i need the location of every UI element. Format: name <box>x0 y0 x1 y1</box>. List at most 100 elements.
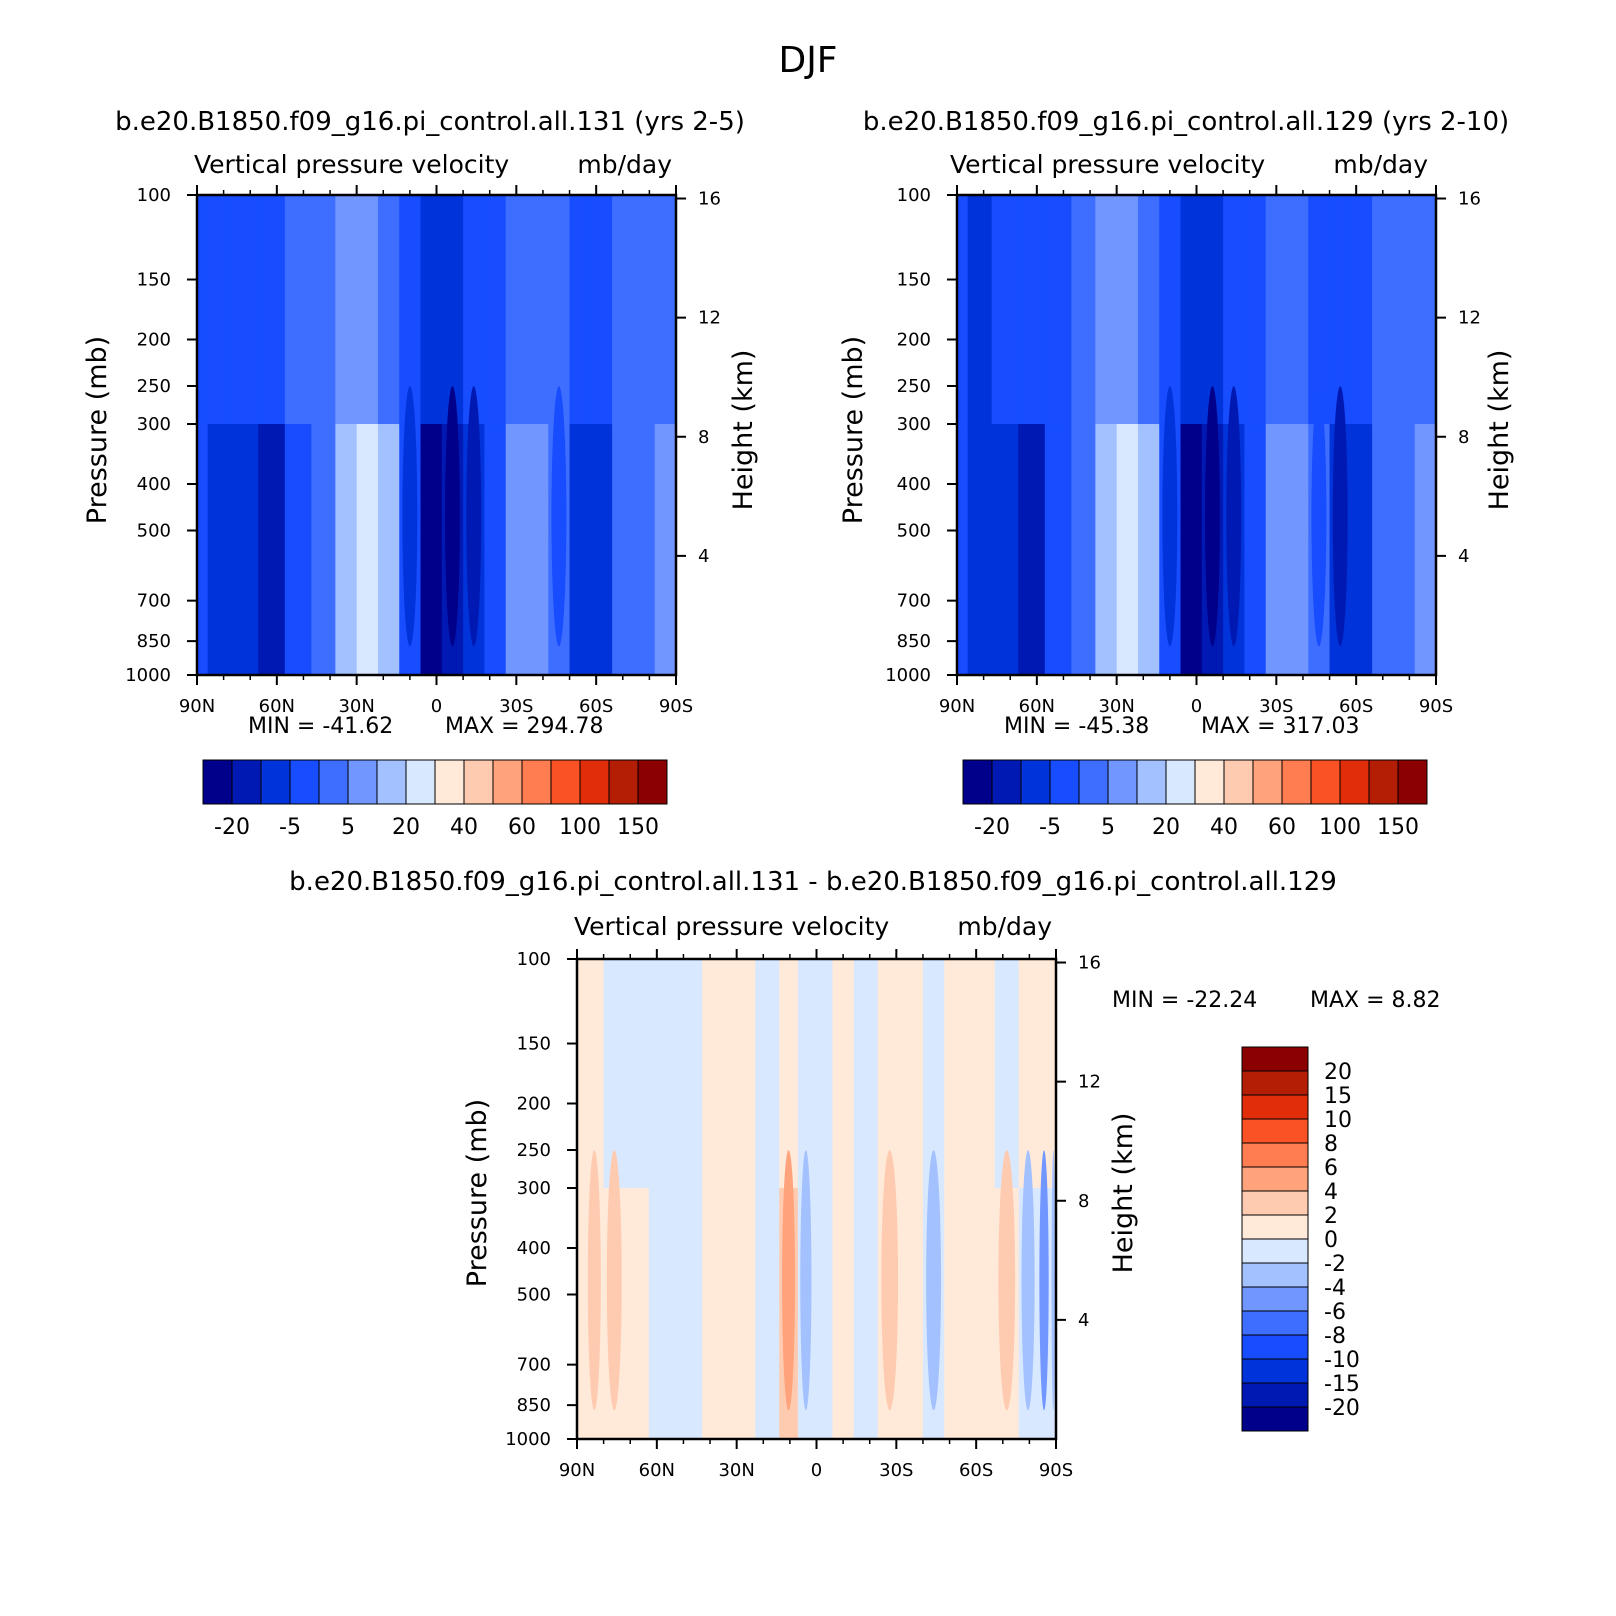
y-tick-label: 400 <box>517 1238 551 1259</box>
colorbar-box <box>434 759 465 805</box>
contour-band <box>755 1188 780 1439</box>
contour-band <box>1393 424 1416 675</box>
contour-band <box>944 959 969 1190</box>
contour-band <box>441 195 464 426</box>
contour-band <box>633 195 656 426</box>
contour-band <box>584 959 605 1190</box>
colorbar-label: 5 <box>341 815 355 840</box>
y-tick-label: 700 <box>897 591 931 612</box>
x-tick-label: 30S <box>499 696 533 717</box>
contour-band <box>1286 195 1309 426</box>
contour-band <box>1350 424 1373 675</box>
y-tick-label: 250 <box>517 1140 551 1161</box>
contour-band <box>207 195 233 426</box>
y-tick-label: 100 <box>517 949 551 970</box>
panel-3-max-label: MAX = 8.82 <box>1310 988 1441 1013</box>
colorbar-box <box>1107 759 1138 805</box>
panel-2-max-label: MAX = 317.03 <box>1201 714 1360 739</box>
x-tick-label: 0 <box>1191 696 1202 717</box>
x-tick-label: 30N <box>1098 696 1134 717</box>
contour-band <box>1265 195 1288 426</box>
colorbar-label: 5 <box>1101 815 1115 840</box>
contour-band <box>1018 195 1046 426</box>
contour-band <box>755 959 780 1190</box>
colorbar-label: 40 <box>1210 815 1238 840</box>
contour-band <box>420 195 443 426</box>
panel-2-case-title: b.e20.B1850.f09_g16.pi_control.all.129 (… <box>863 107 1509 137</box>
colorbar-box <box>260 759 291 805</box>
contour-band <box>420 424 443 675</box>
field-2 <box>957 195 1436 675</box>
contour-core <box>402 386 418 647</box>
contour-band <box>1050 959 1056 1190</box>
contour-band <box>231 424 259 675</box>
y-tick-label: 1000 <box>125 665 171 686</box>
colorbar-label: -20 <box>214 815 250 840</box>
contour-band <box>957 195 969 426</box>
colorbar-label: -10 <box>1324 1348 1360 1373</box>
contour-band <box>901 1188 924 1439</box>
panel-1-ylabel: Pressure (mb) <box>82 336 113 524</box>
colorbar-box <box>1241 1166 1309 1192</box>
x-tick-label: 60S <box>579 696 613 717</box>
contour-core <box>445 386 460 647</box>
contour-band <box>968 1188 996 1439</box>
contour-core <box>926 1150 942 1411</box>
contour-band <box>1372 424 1395 675</box>
contour-band <box>1018 424 1046 675</box>
contour-band <box>356 424 379 675</box>
colorbar-box <box>463 759 494 805</box>
y-tick-label: 200 <box>897 329 931 350</box>
contour-core <box>1039 1150 1049 1411</box>
y2-tick-label: 16 <box>1458 189 1481 210</box>
colorbar-box <box>1194 759 1225 805</box>
x-tick-label: 30N <box>718 1460 754 1481</box>
field-3 <box>577 959 1056 1439</box>
y-tick-label: 150 <box>137 270 171 291</box>
contour-band <box>832 1188 855 1439</box>
colorbar-box <box>1241 1286 1309 1312</box>
contour-band <box>1244 424 1267 675</box>
y-tick-label: 500 <box>897 521 931 542</box>
colorbar-label: 60 <box>1268 815 1296 840</box>
x-tick-label: 30N <box>338 696 374 717</box>
colorbar-label: 150 <box>617 815 659 840</box>
colorbar-label: 4 <box>1324 1180 1338 1205</box>
colorbar-box <box>1223 759 1254 805</box>
contour-band <box>633 424 656 675</box>
contour-band <box>901 959 924 1190</box>
contour-band <box>728 959 756 1190</box>
y-tick-label: 150 <box>897 270 931 291</box>
contour-band <box>484 195 507 426</box>
colorbar-box <box>1049 759 1080 805</box>
contour-core <box>1021 1150 1035 1411</box>
panel-1-plot: 90N 60N 30N 0 30S 60S 90S 100 150 200 250 300 400 500… <box>125 185 721 717</box>
contour-core <box>1162 386 1178 647</box>
colorbar-box <box>1397 759 1428 805</box>
y2-tick-label: 8 <box>1078 1191 1089 1212</box>
contour-band <box>670 195 676 426</box>
colorbar-box <box>1078 759 1109 805</box>
contour-core <box>1205 386 1220 647</box>
colorbar-box <box>1241 1358 1309 1384</box>
x-tick-label: 60N <box>259 696 295 717</box>
colorbar-label: -5 <box>279 815 301 840</box>
panel-2-plot: 90N 60N 30N 0 30S 60S 90S 100 150 200 250 300 400 500… <box>885 185 1481 717</box>
contour-band <box>577 1188 586 1439</box>
colorbar-box <box>202 759 233 805</box>
contour-band <box>648 1188 677 1439</box>
panel-2-ylabel: Pressure (mb) <box>838 336 869 524</box>
contour-band <box>377 195 400 426</box>
colorbar-box <box>1241 1070 1309 1096</box>
y2-tick-label: 4 <box>1078 1310 1089 1331</box>
colorbar-box <box>1252 759 1283 805</box>
contour-band <box>675 1188 703 1439</box>
contour-band <box>1071 424 1096 675</box>
y2-tick-label: 8 <box>698 427 709 448</box>
contour-band <box>654 424 672 675</box>
panel-1: b.e20.B1850.f09_g16.pi_control.all.131 (… <box>82 107 759 840</box>
colorbar-box <box>1241 1094 1309 1120</box>
contour-band <box>526 195 549 426</box>
